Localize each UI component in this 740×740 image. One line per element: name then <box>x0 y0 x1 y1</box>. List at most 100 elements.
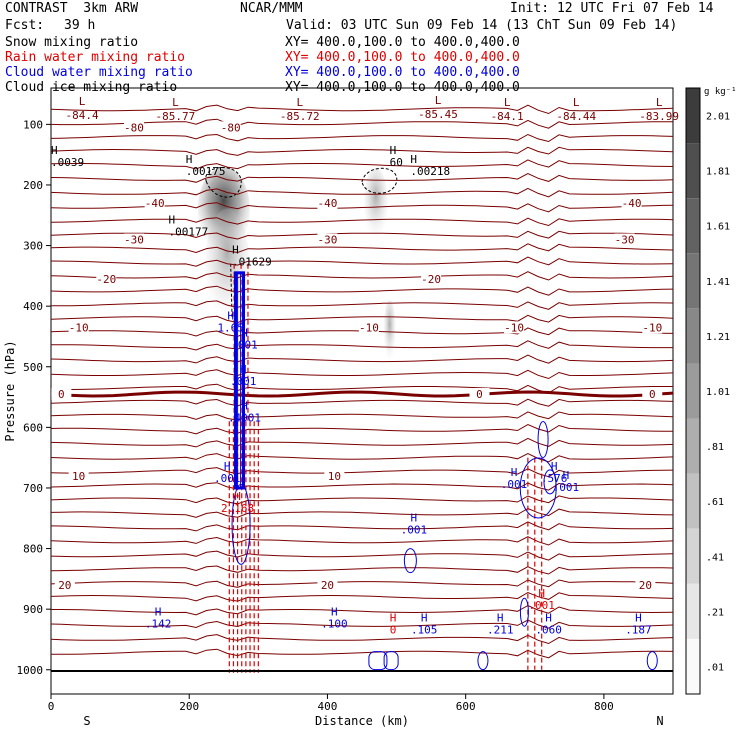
low-value: -84.44 <box>556 110 596 123</box>
plot-frame <box>50 87 674 695</box>
x-tick-label: 400 <box>318 700 338 713</box>
temperature-label: -10 <box>359 321 379 334</box>
cloud-water-max-marker: H <box>551 460 558 473</box>
rain-max-marker: H <box>234 490 241 503</box>
valid-time: Valid: 03 UTC Sun 09 Feb 14 (13 ChT Sun … <box>286 18 678 33</box>
rain-max-marker: H <box>390 611 397 624</box>
temperature-label: 10 <box>328 470 341 483</box>
cloud-water-max-marker: H <box>411 511 418 524</box>
temperature-label-bg <box>358 321 379 334</box>
temperature-label: -20 <box>421 273 441 286</box>
cloud-water-max-value: .576 <box>541 472 568 485</box>
y-tick-label: 200 <box>23 179 43 192</box>
temperature-label-bg <box>220 121 241 134</box>
colorbar-tick-label: 1.61 <box>706 222 730 233</box>
x-axis-label: Distance (km) <box>315 714 409 728</box>
cloud-water-contour <box>383 651 399 671</box>
temperature-label: -30 <box>615 234 635 247</box>
cloud-water-max-value: 1.65 <box>217 322 244 335</box>
cloud-water-max-value: .142 <box>145 617 172 630</box>
snow-max-marker: H <box>232 244 239 257</box>
temperature-label: -40 <box>622 197 642 210</box>
colorbar: 2.01 1.81 1.61 1.41 1.21 1.01 .81 .61 .41 .21 .01 g… <box>685 87 737 695</box>
temperature-label-bg <box>635 578 656 591</box>
y-axis-label: Pressure (hPa) <box>3 340 17 441</box>
temperature-contour <box>50 146 674 156</box>
temperature-contour <box>50 536 674 546</box>
field-rain-name: Rain water mixing ratio <box>5 50 186 65</box>
cloud-water-max-value: .001 <box>553 481 580 494</box>
colorbar-swatch <box>686 583 700 639</box>
y-tick-label: 700 <box>23 482 43 495</box>
snow-max-marker: H <box>390 144 397 157</box>
snow-max-marker: H <box>186 153 193 166</box>
y-tick-label: 400 <box>23 300 43 313</box>
low-value: -85.45 <box>418 108 458 121</box>
temperature-label: -40 <box>318 197 338 210</box>
temperature-label: -30 <box>318 234 338 247</box>
snow-max-value: .00175 <box>186 165 226 178</box>
temperature-label: -80 <box>221 121 241 134</box>
rain-max-marker: H <box>538 587 545 600</box>
cloud-water-max-marker: H <box>545 611 552 624</box>
colorbar-swatch <box>686 418 700 474</box>
temperature-contour <box>50 217 674 227</box>
fcst-label: Fcst: <box>5 18 45 33</box>
colorbar-unit: g kg⁻¹ <box>704 87 737 97</box>
model-title: CONTRAST 3km ARW <box>5 1 139 16</box>
y-tick-label: 100 <box>23 118 43 131</box>
temperature-label-bg <box>421 272 442 285</box>
temperature-contour <box>50 271 674 281</box>
low-marker: L <box>435 94 442 107</box>
low-value: -84.1 <box>491 110 524 123</box>
cloud-water-max-value: .001 <box>401 523 428 536</box>
temperature-label: -20 <box>96 273 116 286</box>
temperature-contour <box>50 118 673 129</box>
low-value: -83.99 <box>639 110 679 123</box>
temperature-label-bg <box>68 321 89 334</box>
temperature-contour <box>50 467 674 478</box>
temperature-contour <box>50 495 674 505</box>
cloud-water-column <box>237 272 242 489</box>
snow-contour <box>205 167 242 198</box>
temperature-contour <box>50 424 673 435</box>
cloud-water-contour <box>519 597 529 627</box>
cloud-water-contour <box>403 548 417 574</box>
temperature-label: 20 <box>639 579 652 592</box>
temperature-label-bg <box>54 578 75 591</box>
temperature-contour <box>50 591 674 602</box>
x-tick-label: 200 <box>179 700 199 713</box>
temperature-contour <box>51 340 673 351</box>
snow-max-value: .01629 <box>232 256 272 269</box>
low-value: -84.4 <box>66 109 99 122</box>
x-tick-label: 800 <box>594 700 614 713</box>
temperature-label-bg <box>621 197 642 210</box>
cloud-water-max-marker: H <box>563 469 570 482</box>
fcst-value: 39 h <box>64 18 96 33</box>
y-tick-label: 600 <box>23 421 43 434</box>
colorbar-swatch <box>686 363 700 419</box>
snow-secondary <box>363 168 388 239</box>
contour-labels: -80 -80 -40 -40 -40 -30 -30 -30 -20 -20 -10 -10 -10 -… <box>51 94 679 637</box>
cloud-water-max-marker: H <box>240 363 247 376</box>
temperature-label: 0 <box>476 388 483 401</box>
temperature-contour <box>50 579 674 588</box>
temperature-contour <box>50 230 674 240</box>
colorbar-tick-label: 1.01 <box>706 387 730 398</box>
cloud-water-max-marker: H <box>224 460 231 473</box>
temperature-label-bg <box>123 233 144 246</box>
temperature-contour <box>50 437 674 448</box>
temperature-contour <box>50 482 674 491</box>
y-tick-label: 1000 <box>17 664 44 677</box>
temperature-label-bg <box>317 233 338 246</box>
low-marker: L <box>573 96 580 109</box>
colorbar-frame <box>685 87 701 695</box>
temperature-label: 10 <box>72 470 85 483</box>
snow-max-marker: H <box>168 213 175 226</box>
colorbar-swatch <box>686 253 700 309</box>
temperature-label-bg <box>51 388 72 401</box>
cloud-water-max-marker: H <box>227 310 234 323</box>
colorbar-swatch <box>686 198 700 254</box>
temperature-label: -80 <box>124 121 144 134</box>
snow-max-marker: H <box>51 144 58 157</box>
